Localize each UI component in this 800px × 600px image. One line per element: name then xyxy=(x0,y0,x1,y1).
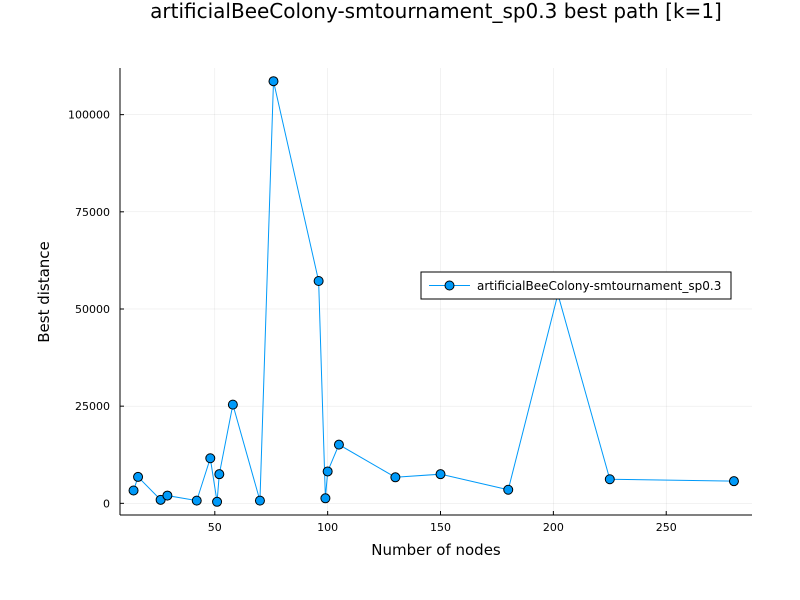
data-point xyxy=(313,276,324,287)
y-tick-label: 75000 xyxy=(75,206,110,219)
data-point xyxy=(322,466,333,477)
data-point xyxy=(227,399,238,410)
y-tick-label: 25000 xyxy=(75,400,110,413)
data-point xyxy=(268,76,279,87)
data-point xyxy=(390,472,401,483)
data-point xyxy=(503,484,514,495)
legend-box xyxy=(420,271,732,300)
x-tick-label: 150 xyxy=(430,521,451,534)
x-ticks: 50 100 150 200 250 xyxy=(208,511,677,534)
data-point xyxy=(205,453,216,464)
data-point xyxy=(128,485,139,496)
data-point xyxy=(333,439,344,450)
x-axis-label: Number of nodes xyxy=(371,541,501,559)
data-point xyxy=(162,490,173,501)
series-group xyxy=(128,76,739,507)
legend: artificialBeeColony-smtournament_sp0.3 xyxy=(420,271,732,300)
x-tick-label: 100 xyxy=(317,521,338,534)
x-tick-label: 50 xyxy=(208,521,222,534)
data-point xyxy=(435,469,446,480)
axes xyxy=(119,68,752,516)
chart-title: artificialBeeColony-smtournament_sp0.3 b… xyxy=(150,0,722,23)
x-tick-label: 200 xyxy=(543,521,564,534)
y-tick-label: 50000 xyxy=(75,303,110,316)
legend-label: artificialBeeColony-smtournament_sp0.3 xyxy=(477,279,721,293)
data-point xyxy=(604,474,615,485)
data-point xyxy=(133,471,144,482)
data-point xyxy=(214,469,225,480)
y-tick-label: 0 xyxy=(103,497,110,510)
data-point xyxy=(254,495,265,506)
y-tick-label: 100000 xyxy=(68,109,110,122)
data-point xyxy=(728,476,739,487)
y-axis-label: Best distance xyxy=(35,241,53,343)
y-ticks: 0 25000 50000 75000 100000 xyxy=(68,109,124,510)
legend-marker-sample xyxy=(444,280,455,291)
x-tick-label: 250 xyxy=(656,521,677,534)
data-point xyxy=(212,496,223,507)
data-point xyxy=(320,493,331,504)
data-point xyxy=(191,495,202,506)
